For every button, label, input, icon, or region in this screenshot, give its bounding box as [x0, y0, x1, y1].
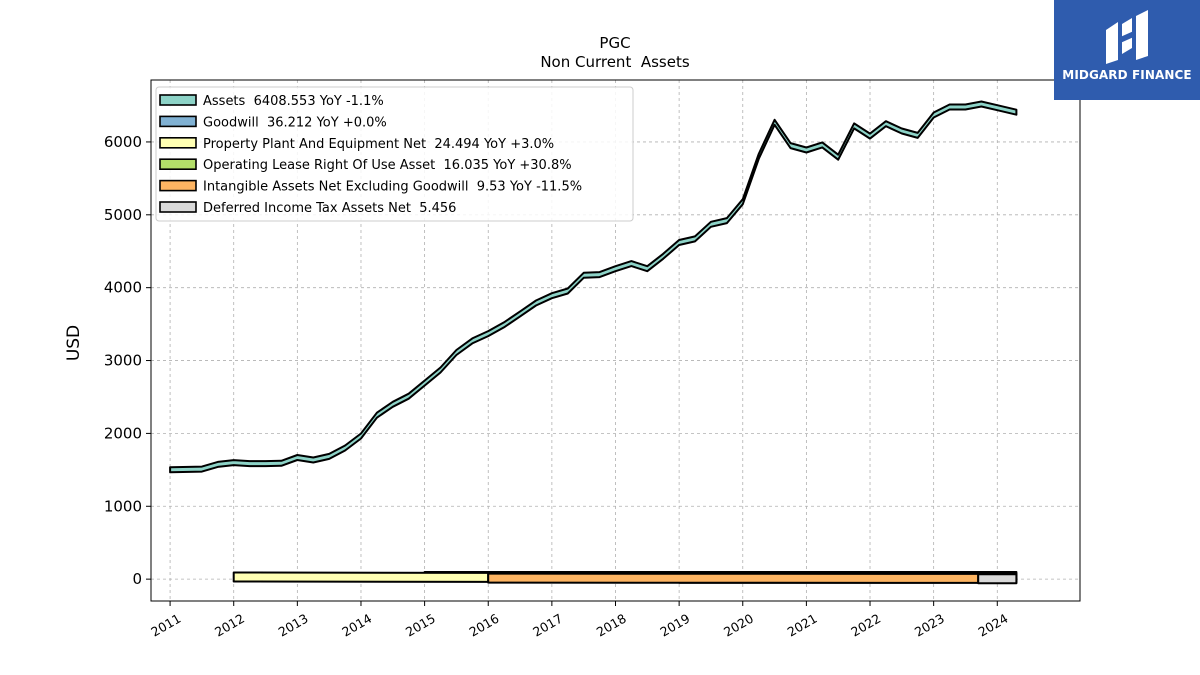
legend-entry: Operating Lease Right Of Use Asset 16.03…	[203, 158, 572, 173]
x-tick-label: 2012	[212, 611, 247, 640]
series-band-assets	[169, 100, 1018, 474]
series-band-intangible-assets-net-excluding-goodwill	[487, 572, 980, 584]
series-band-deferred-income-tax-assets-net	[977, 573, 1018, 585]
x-tick-label: 2021	[785, 611, 820, 640]
series-band-property-plant-and-equipment-net	[232, 571, 490, 583]
x-tick-label: 2022	[848, 611, 883, 640]
x-tick-label: 2018	[594, 611, 629, 640]
brand-logo: MIDGARD FINANCE	[1054, 0, 1200, 100]
x-tick-label: 2019	[657, 611, 692, 640]
x-tick-label: 2024	[976, 611, 1011, 640]
legend-swatch	[159, 137, 197, 149]
y-axis: 0 1000 2000 3000 4000 5000 6000	[104, 133, 151, 588]
legend-swatch	[159, 158, 197, 170]
chart-title: PGC	[599, 34, 630, 52]
x-axis: 2011 2012 2013 2014 2015 2016 2017 2018 2019 2020…	[148, 601, 1011, 640]
legend-swatch	[159, 201, 197, 213]
legend-swatch	[159, 179, 197, 192]
x-tick-label: 2017	[530, 611, 565, 640]
logo-text: MIDGARD FINANCE	[1062, 68, 1192, 82]
logo-mark-icon	[1106, 10, 1148, 64]
x-tick-label: 2023	[912, 611, 947, 640]
plot-area	[169, 100, 1018, 585]
x-tick-label: 2013	[276, 611, 311, 640]
legend-entry: Property Plant And Equipment Net 24.494 …	[203, 137, 554, 152]
legend-entry: Goodwill 36.212 YoY +0.0%	[203, 115, 387, 130]
y-tick-label: 5000	[104, 206, 142, 224]
x-tick-label: 2015	[403, 611, 438, 640]
x-tick-label: 2020	[721, 611, 756, 640]
legend-entry: Assets 6408.553 YoY -1.1%	[203, 94, 384, 109]
y-axis-label: USD	[64, 325, 84, 361]
legend-entry: Deferred Income Tax Assets Net 5.456	[203, 201, 456, 216]
x-tick-label: 2016	[466, 611, 501, 640]
legend-box	[155, 86, 634, 222]
grid	[151, 80, 1080, 601]
y-tick-label: 1000	[104, 497, 142, 515]
legend-swatch	[159, 115, 197, 128]
legend-swatch	[159, 94, 197, 106]
y-tick-label: 3000	[104, 352, 142, 370]
y-tick-label: 0	[132, 570, 142, 588]
y-tick-label: 6000	[104, 133, 142, 151]
y-tick-label: 2000	[104, 424, 142, 442]
x-tick-label: 2011	[148, 611, 183, 640]
x-tick-label: 2014	[339, 611, 374, 640]
legend: Assets 6408.553 YoY -1.1% Goodwill 36.212…	[155, 86, 634, 222]
chart-subtitle: Non Current Assets	[540, 53, 690, 71]
legend-entry: Intangible Assets Net Excluding Goodwill…	[203, 180, 582, 195]
y-tick-label: 4000	[104, 279, 142, 297]
